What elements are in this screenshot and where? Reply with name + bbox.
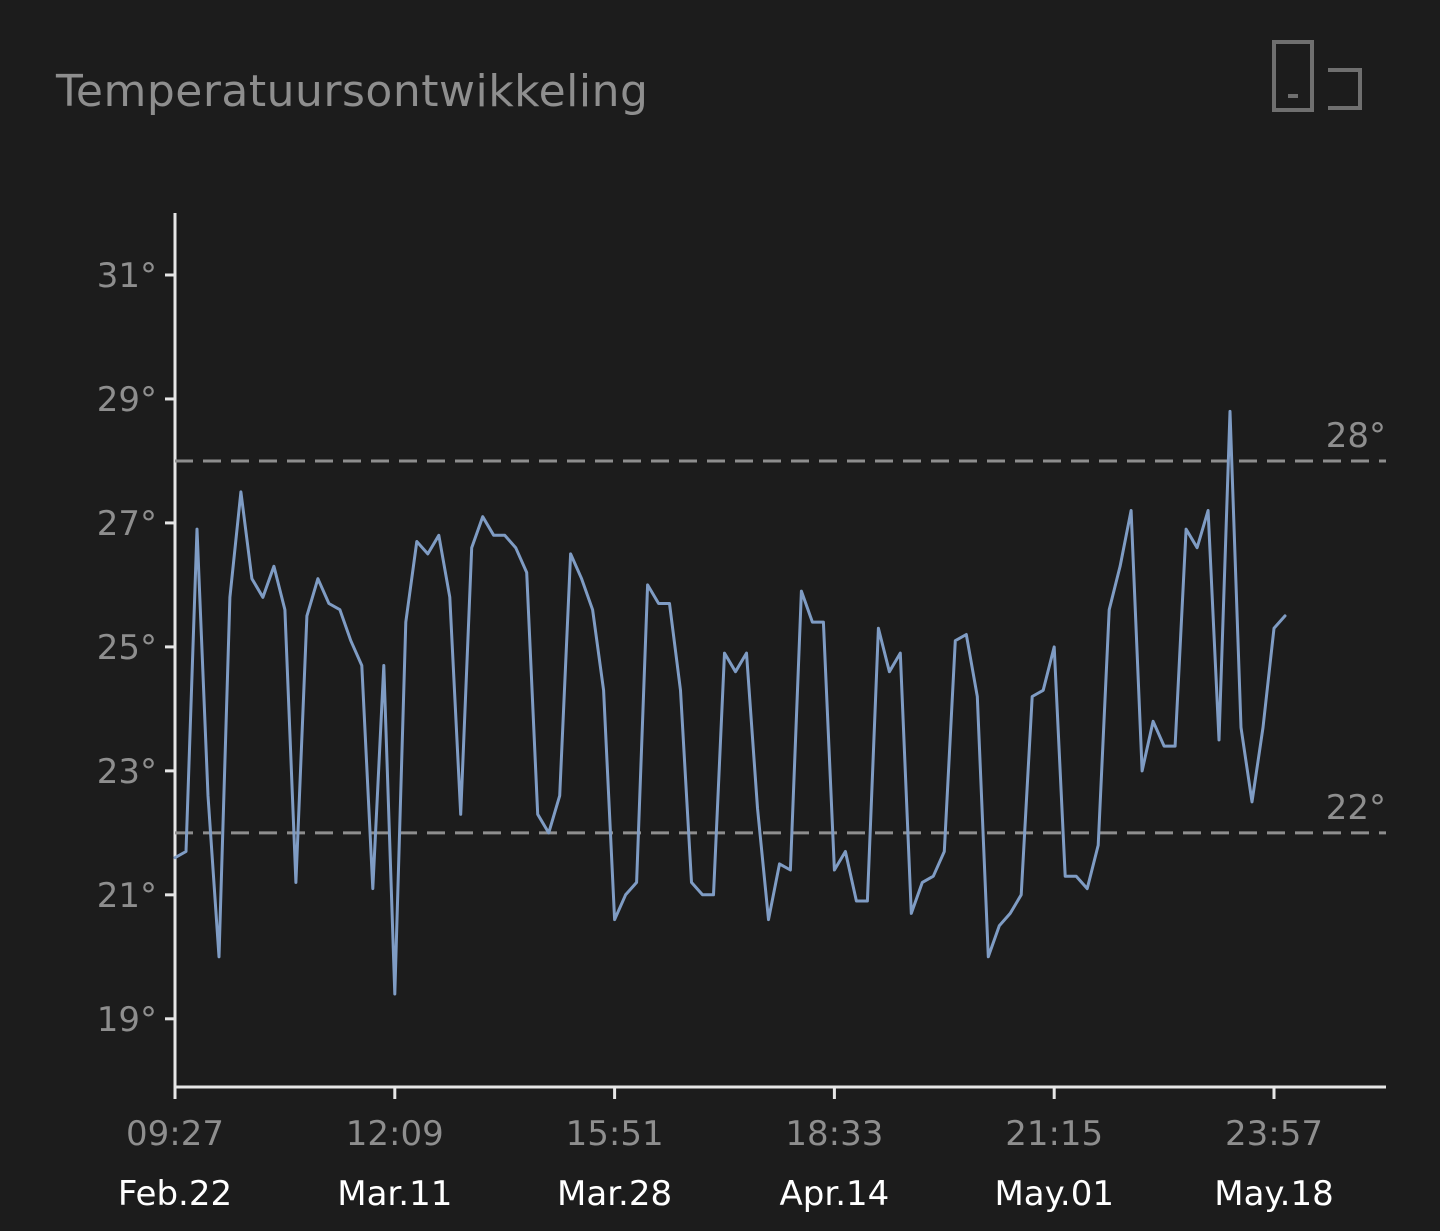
x-tick-time-label: 23:57: [1225, 1114, 1323, 1154]
x-tick-date-label: May.18: [1214, 1174, 1334, 1214]
y-tick-label: 29°: [97, 380, 157, 420]
y-tick-label: 25°: [97, 628, 157, 668]
y-tick-label: 27°: [97, 504, 157, 544]
y-tick-label: 21°: [97, 876, 157, 916]
x-tick-date-label: Feb.22: [118, 1174, 232, 1214]
x-tick-time-label: 21:15: [1005, 1114, 1103, 1154]
x-tick-date-label: Mar.11: [337, 1174, 452, 1214]
reference-line-label: 22°: [1326, 788, 1386, 828]
x-tick-time-label: 12:09: [346, 1114, 444, 1154]
chart-title: Temperatuursontwikkeling: [56, 66, 649, 117]
x-tick-time-label: 09:27: [126, 1114, 224, 1154]
temperature-series-line: [173, 409, 1287, 996]
x-tick-date-label: May.01: [994, 1174, 1114, 1214]
reference-line-label: 28°: [1326, 416, 1386, 456]
x-tick-time-label: 15:51: [566, 1114, 664, 1154]
y-tick-label: 19°: [97, 1000, 157, 1040]
x-tick-time-label: 18:33: [785, 1114, 883, 1154]
x-tick-date-label: Mar.28: [557, 1174, 672, 1214]
y-tick-label: 23°: [97, 752, 157, 792]
fullscreen-toggle-icon[interactable]: [1268, 36, 1368, 118]
y-tick-label: 31°: [97, 256, 157, 296]
x-tick-date-label: Apr.14: [780, 1174, 890, 1214]
